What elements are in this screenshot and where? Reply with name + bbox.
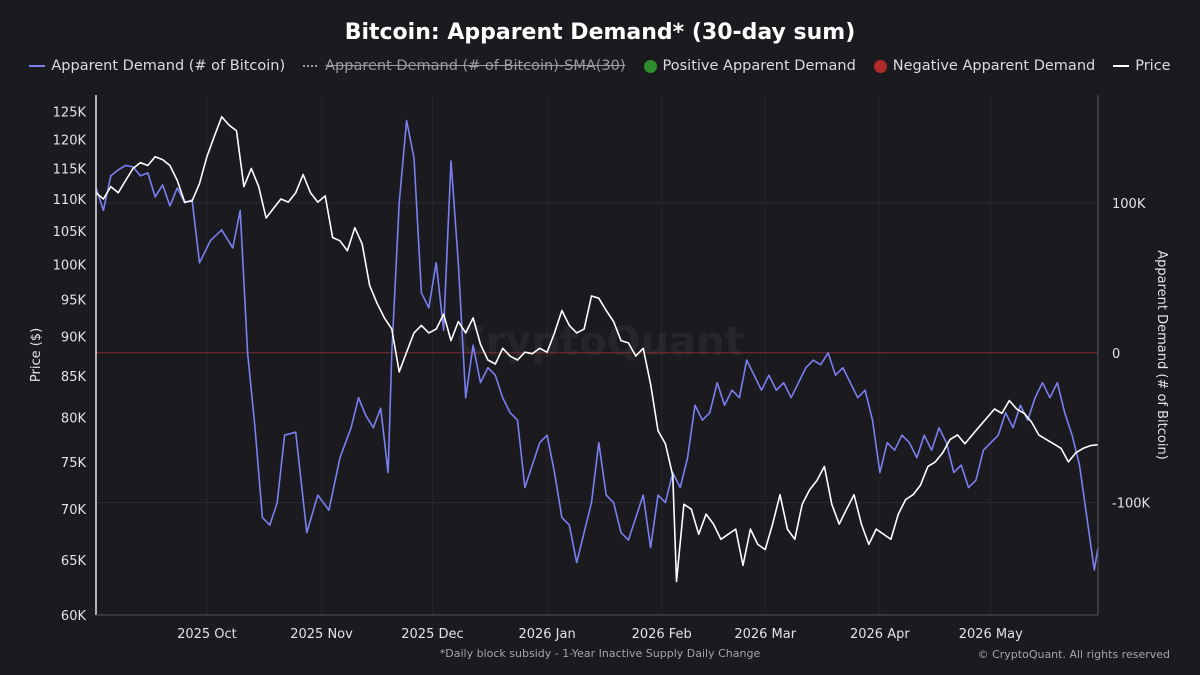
copyright: © CryptoQuant. All rights reserved: [977, 648, 1170, 661]
legend-label: Negative Apparent Demand: [892, 58, 1096, 74]
x-tick-label: 2025 Nov: [290, 627, 353, 642]
y-left-tick-label: 80K: [61, 412, 87, 427]
x-tick-label: 2026 Mar: [734, 627, 796, 642]
legend-item-apparent-demand[interactable]: Apparent Demand (# of Bitcoin): [29, 58, 285, 74]
y-left-axis-label: Price ($): [29, 328, 44, 382]
y-left-tick-label: 90K: [61, 331, 87, 346]
y-left-tick-label: 125K: [53, 105, 87, 120]
y-left-tick-label: 110K: [53, 193, 87, 208]
legend-item-price[interactable]: Price: [1113, 58, 1171, 74]
chart-title: Bitcoin: Apparent Demand* (30-day sum): [344, 20, 856, 45]
x-tick-label: 2026 May: [959, 627, 1023, 642]
legend-swatch-dotted-icon: [303, 65, 320, 67]
series-lines: [95, 116, 1099, 583]
y-right-tick-label: -100K: [1112, 497, 1151, 512]
x-tick-label: 2026 Jan: [518, 627, 575, 642]
y-left-tick-label: 120K: [53, 133, 87, 148]
legend: Apparent Demand (# of Bitcoin) Apparent …: [0, 58, 1200, 74]
apparent-demand-line[interactable]: [95, 119, 1099, 571]
y-right-tick-label: 0: [1112, 347, 1120, 362]
footnote: *Daily block subsidy - 1-Year Inactive S…: [439, 647, 761, 660]
y-left-tick-label: 85K: [61, 370, 87, 385]
y-left-tick-label: 95K: [61, 294, 87, 309]
x-tick-label: 2026 Apr: [850, 627, 910, 642]
x-tick-label: 2026 Feb: [632, 627, 692, 642]
axes: 100K 0 -100K 60K 65K 70K 75K 80K 85K 90K 95K 100K 10…: [53, 95, 1151, 642]
y-right-tick-label: 100K: [1112, 197, 1146, 212]
legend-label: Positive Apparent Demand: [662, 58, 856, 74]
x-tick-label: 2025 Dec: [401, 627, 463, 642]
y-left-tick-label: 65K: [61, 554, 87, 569]
y-left-tick-label: 115K: [53, 163, 87, 178]
legend-swatch-red-dot-icon: [873, 59, 887, 73]
legend-item-sma30[interactable]: Apparent Demand (# of Bitcoin)-SMA(30): [303, 58, 626, 74]
demand-bars: [95, 130, 1098, 571]
legend-item-negative-demand[interactable]: Negative Apparent Demand: [873, 58, 1096, 74]
legend-item-positive-demand[interactable]: Positive Apparent Demand: [643, 58, 856, 74]
x-tick-label: 2025 Oct: [177, 627, 237, 642]
legend-swatch-line-icon: [1113, 65, 1130, 67]
legend-label: Apparent Demand (# of Bitcoin)-SMA(30): [325, 58, 626, 74]
y-left-tick-label: 70K: [61, 503, 87, 518]
y-left-tick-label: 60K: [61, 609, 87, 624]
legend-swatch-line-icon: [29, 65, 46, 67]
y-right-axis-label: Apparent Demand (# of Bitcoin): [1154, 250, 1169, 460]
legend-swatch-green-dot-icon: [643, 59, 657, 73]
legend-label: Apparent Demand (# of Bitcoin): [51, 58, 286, 74]
legend-label: Price: [1135, 58, 1171, 74]
y-left-tick-label: 100K: [53, 258, 87, 273]
y-left-tick-label: 75K: [61, 456, 87, 471]
price-line[interactable]: [95, 116, 1099, 583]
y-left-tick-label: 105K: [53, 225, 87, 240]
